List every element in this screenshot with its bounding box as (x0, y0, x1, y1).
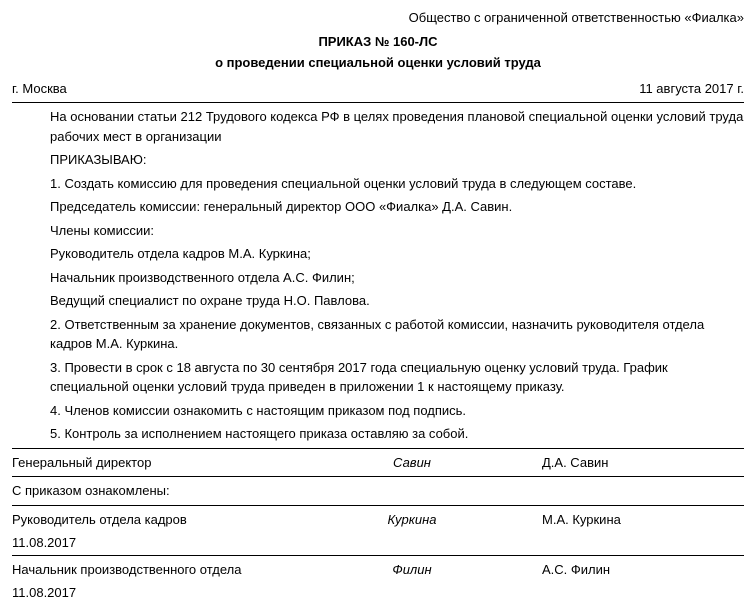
signature-director-row: Генеральный директор Савин Д.А. Савин (12, 453, 744, 473)
order-title: ПРИКАЗ № 160-ЛС (12, 32, 744, 52)
director-signature: Савин (312, 453, 512, 473)
prod-signature: Филин (312, 560, 512, 580)
prod-ack-date: 11.08.2017 (12, 583, 744, 603)
divider (12, 448, 744, 449)
item-1: 1. Создать комиссию для проведения специ… (50, 174, 744, 194)
preamble: На основании статьи 212 Трудового кодекс… (50, 107, 744, 146)
director-name: Д.А. Савин (512, 453, 744, 473)
order-subtitle: о проведении специальной оценки условий … (12, 53, 744, 73)
divider (12, 555, 744, 556)
city-date-row: г. Москва 11 августа 2017 г. (12, 79, 744, 99)
item-4: 4. Членов комиссии ознакомить с настоящи… (50, 401, 744, 421)
prod-name: А.С. Филин (512, 560, 744, 580)
item-2: 2. Ответственным за хранение документов,… (50, 315, 744, 354)
member-3: Ведущий специалист по охране труда Н.О. … (50, 291, 744, 311)
prod-position: Начальник производственного отдела (12, 560, 312, 580)
city-label: г. Москва (12, 79, 67, 99)
order-date: 11 августа 2017 г. (639, 79, 744, 99)
item-3: 3. Провести в срок с 18 августа по 30 се… (50, 358, 744, 397)
divider (12, 102, 744, 103)
organization-name: Общество с ограниченной ответственностью… (12, 8, 744, 28)
item-5: 5. Контроль за исполнением настоящего пр… (50, 424, 744, 444)
hr-position: Руководитель отдела кадров (12, 510, 312, 530)
hr-ack-date: 11.08.2017 (12, 533, 744, 553)
director-position: Генеральный директор (12, 453, 312, 473)
hr-name: М.А. Куркина (512, 510, 744, 530)
decree-word: ПРИКАЗЫВАЮ: (50, 150, 744, 170)
members-label: Члены комиссии: (50, 221, 744, 241)
acknowledgement-label: С приказом ознакомлены: (12, 481, 744, 501)
document-body: На основании статьи 212 Трудового кодекс… (12, 107, 744, 444)
signature-prod-row: Начальник производственного отдела Филин… (12, 560, 744, 580)
member-2: Начальник производственного отдела А.С. … (50, 268, 744, 288)
chairman-line: Председатель комиссии: генеральный дирек… (50, 197, 744, 217)
hr-signature: Куркина (312, 510, 512, 530)
divider (12, 476, 744, 477)
signature-hr-row: Руководитель отдела кадров Куркина М.А. … (12, 510, 744, 530)
divider (12, 505, 744, 506)
member-1: Руководитель отдела кадров М.А. Куркина; (50, 244, 744, 264)
